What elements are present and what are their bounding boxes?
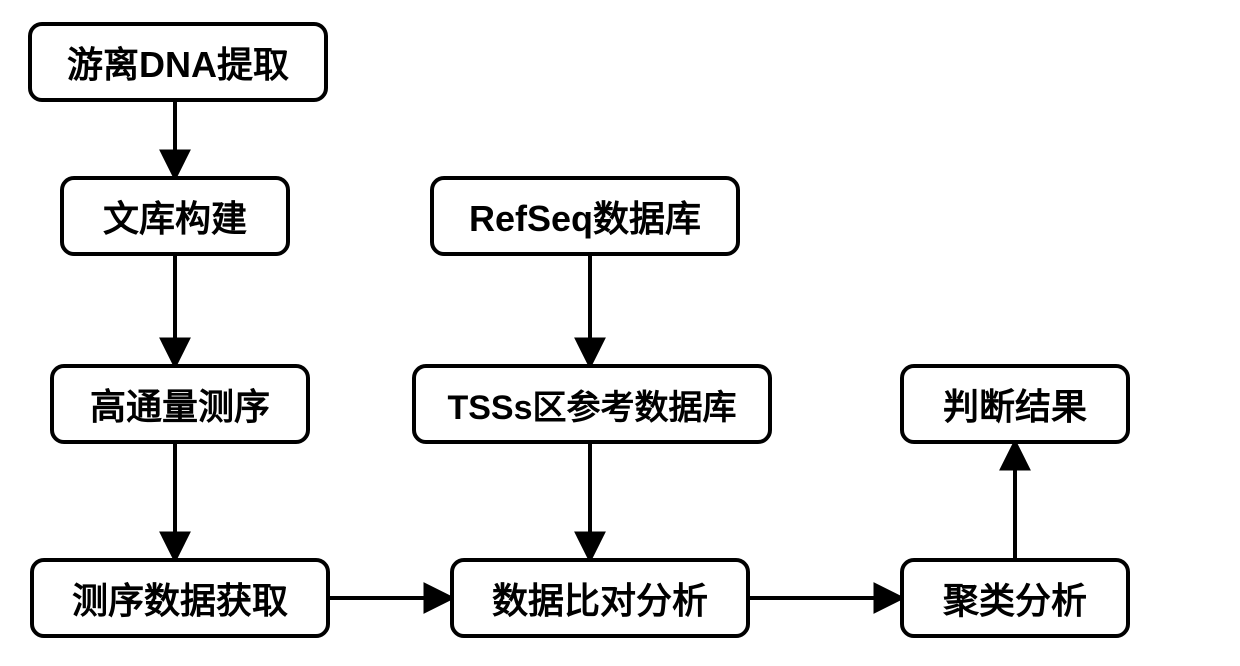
node-n7: 数据比对分析 bbox=[450, 558, 750, 638]
node-label: 聚类分析 bbox=[943, 572, 1087, 624]
node-label: 游离DNA提取 bbox=[67, 36, 289, 88]
node-label: RefSeq数据库 bbox=[469, 190, 701, 242]
node-n8: 聚类分析 bbox=[900, 558, 1130, 638]
node-label: 高通量测序 bbox=[90, 378, 270, 430]
node-n2: 文库构建 bbox=[60, 176, 290, 256]
node-n1: 游离DNA提取 bbox=[28, 22, 328, 102]
node-n5: RefSeq数据库 bbox=[430, 176, 740, 256]
node-n3: 高通量测序 bbox=[50, 364, 310, 444]
node-label: TSSs区参考数据库 bbox=[447, 380, 736, 429]
node-label: 测序数据获取 bbox=[72, 572, 288, 624]
node-label: 判断结果 bbox=[943, 378, 1087, 430]
node-n9: 判断结果 bbox=[900, 364, 1130, 444]
node-label: 数据比对分析 bbox=[492, 572, 708, 624]
node-label: 文库构建 bbox=[103, 190, 247, 242]
node-n4: 测序数据获取 bbox=[30, 558, 330, 638]
node-n6: TSSs区参考数据库 bbox=[412, 364, 772, 444]
